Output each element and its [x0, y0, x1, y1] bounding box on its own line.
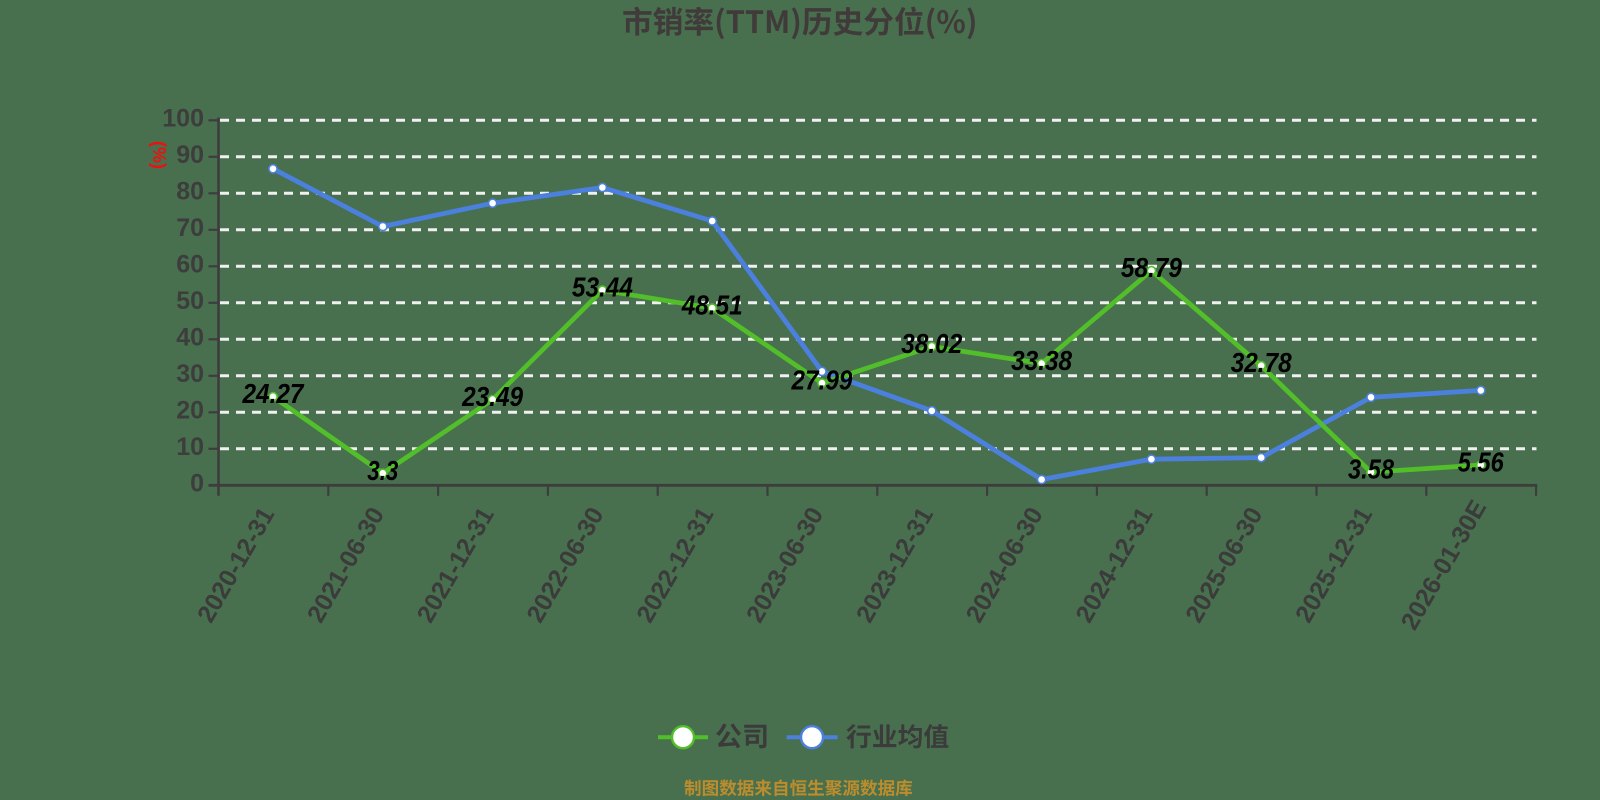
svg-text:23.49: 23.49 — [461, 381, 523, 412]
svg-text:60: 60 — [176, 250, 204, 278]
svg-text:53.44: 53.44 — [572, 272, 633, 303]
svg-text:20: 20 — [176, 396, 204, 424]
svg-text:3.3: 3.3 — [367, 455, 398, 486]
svg-text:33.38: 33.38 — [1011, 345, 1072, 376]
svg-text:3.58: 3.58 — [1348, 454, 1394, 485]
svg-text:70: 70 — [176, 214, 204, 242]
svg-text:27.99: 27.99 — [791, 365, 853, 396]
svg-text:32.78: 32.78 — [1231, 347, 1292, 378]
svg-text:0: 0 — [190, 469, 204, 497]
svg-text:90: 90 — [176, 141, 204, 169]
svg-text:10: 10 — [176, 433, 204, 461]
svg-text:30: 30 — [176, 360, 204, 388]
svg-text:58.79: 58.79 — [1121, 252, 1182, 283]
svg-text:48.51: 48.51 — [681, 290, 743, 321]
svg-text:24.27: 24.27 — [242, 378, 305, 409]
svg-text:50: 50 — [176, 287, 204, 315]
svg-text:100: 100 — [162, 104, 204, 132]
svg-text:80: 80 — [176, 177, 204, 205]
svg-text:38.02: 38.02 — [901, 328, 962, 359]
svg-text:5.56: 5.56 — [1458, 447, 1504, 478]
svg-text:(%): (%) — [149, 141, 169, 169]
svg-text:40: 40 — [176, 323, 204, 351]
